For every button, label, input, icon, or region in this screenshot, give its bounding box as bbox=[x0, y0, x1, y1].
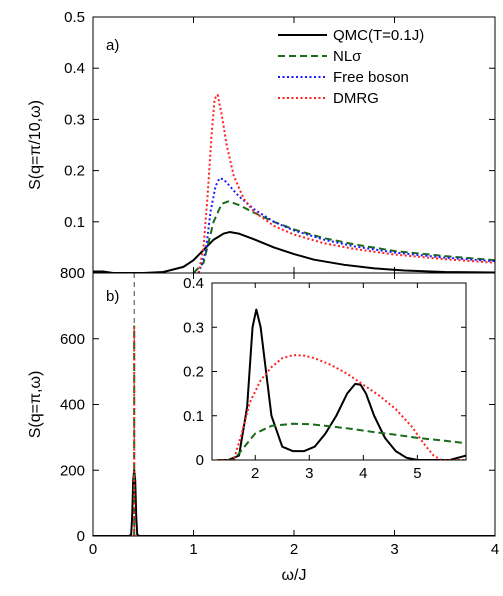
panel-a-ytick-label: 0.2 bbox=[64, 163, 85, 180]
inset-series-nl- bbox=[217, 422, 466, 460]
panel-a-ylabel: S(q=π/10,ω) bbox=[27, 100, 44, 190]
panel-a-series-qmc-t-0-1j- bbox=[93, 231, 495, 273]
panel-b-frame bbox=[92, 272, 496, 537]
inset-xtick-label: 4 bbox=[359, 465, 367, 482]
inset-series-qmc-t-0-1j- bbox=[217, 308, 466, 460]
panel-a-series-nl- bbox=[192, 200, 495, 273]
panel-a-ytick-label: 0.5 bbox=[64, 9, 85, 26]
inset-ytick-label: 0.2 bbox=[183, 364, 204, 381]
panel-b-ytick-label: 400 bbox=[60, 397, 85, 414]
panel-b-ytick-label: 200 bbox=[60, 462, 85, 479]
inset-series-dmrg bbox=[217, 354, 466, 460]
panel-b-ytick-label: 800 bbox=[60, 265, 85, 282]
inset-ytick-label: 0.1 bbox=[183, 408, 204, 425]
panel-b-ytick-label: 0 bbox=[77, 528, 85, 545]
inset-ytick-label: 0.4 bbox=[183, 275, 204, 292]
inset-background bbox=[212, 283, 466, 460]
panel-b-ytick-label: 600 bbox=[60, 331, 85, 348]
panel-b-xtick-label: 1 bbox=[189, 541, 197, 558]
panel-b-xlabel: ω/J bbox=[282, 567, 307, 584]
panel-b-series-qmc-t-0-1j- bbox=[93, 469, 495, 536]
panel-b-xtick-label: 0 bbox=[89, 541, 97, 558]
inset-xtick-label: 2 bbox=[251, 465, 259, 482]
inset-ytick-label: 0 bbox=[196, 452, 204, 469]
inset-xtick-label: 5 bbox=[413, 465, 421, 482]
panel-b-xtick-label: 2 bbox=[290, 541, 298, 558]
inset-frame bbox=[211, 282, 467, 461]
panel-a-ytick-label: 0.3 bbox=[64, 111, 85, 128]
inset-xtick-label: 3 bbox=[305, 465, 313, 482]
legend-label: NLσ bbox=[333, 48, 362, 65]
legend-label: QMC(T=0.1J) bbox=[333, 27, 424, 44]
panel-a-label: a) bbox=[106, 37, 119, 54]
panel-b-label: b) bbox=[106, 288, 119, 305]
panel-a-ytick-label: 0.4 bbox=[64, 60, 85, 77]
panel-b-xtick-label: 4 bbox=[491, 541, 499, 558]
legend-label: DMRG bbox=[333, 90, 379, 107]
inset-ytick-label: 0.3 bbox=[183, 319, 204, 336]
panel-b-xtick-label: 3 bbox=[390, 541, 398, 558]
panel-a-series-dmrg bbox=[197, 93, 495, 273]
panel-b-ylabel: S(q=π,ω) bbox=[27, 371, 44, 439]
panel-a-ytick-label: 0.1 bbox=[64, 214, 85, 231]
legend-label: Free boson bbox=[333, 69, 409, 86]
